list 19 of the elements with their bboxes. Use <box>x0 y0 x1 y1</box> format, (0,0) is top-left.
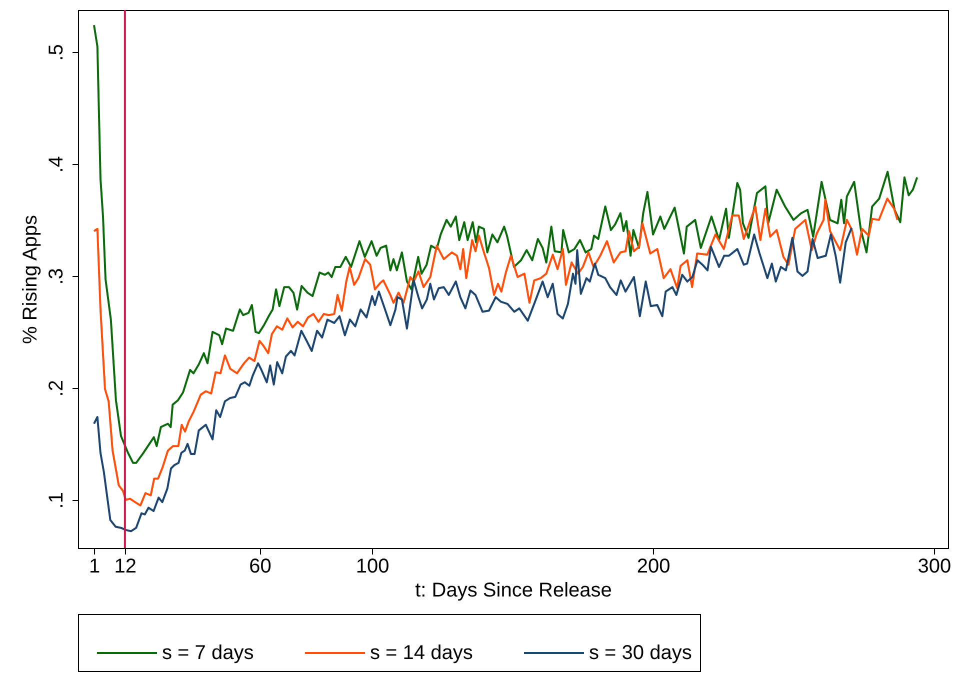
x-axis-title: t: Days Since Release <box>415 580 612 602</box>
line-series <box>93 198 898 506</box>
y-tick-label: .1 <box>46 492 68 509</box>
y-tick-label: .3 <box>46 268 68 285</box>
y-tick-label: .4 <box>46 156 68 173</box>
y-tick-label: .5 <box>46 44 68 61</box>
x-tick-label: 60 <box>249 556 272 578</box>
y-tick-label: .2 <box>46 380 68 397</box>
legend-label: s = 7 days <box>162 642 254 664</box>
x-tick-label: 100 <box>356 556 390 578</box>
x-tick-label: 300 <box>918 556 952 578</box>
x-tick-label: 200 <box>636 556 670 578</box>
line-series <box>93 24 918 464</box>
x-tick-label: 1 <box>88 556 100 578</box>
legend-label: s = 30 days <box>589 642 692 664</box>
legend-label: s = 14 days <box>370 642 473 664</box>
y-axis-title: % Rising Apps <box>20 215 42 344</box>
x-tick-label: 12 <box>114 556 137 578</box>
line-series <box>93 226 853 532</box>
